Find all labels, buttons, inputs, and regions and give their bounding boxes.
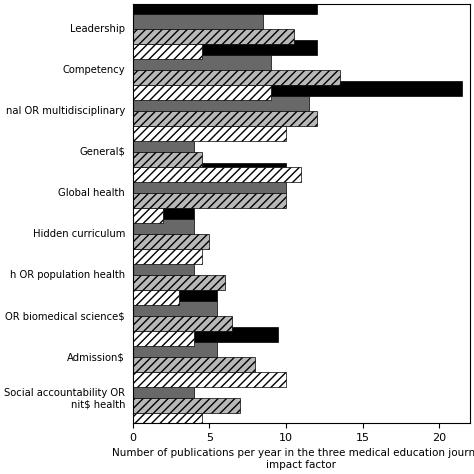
- Bar: [133, 0, 317, 14]
- Bar: [133, 357, 255, 372]
- Bar: [133, 44, 202, 59]
- Bar: [133, 122, 232, 137]
- Bar: [133, 126, 286, 141]
- Bar: [133, 245, 164, 260]
- Bar: [133, 398, 240, 413]
- Bar: [133, 413, 202, 428]
- Bar: [133, 234, 210, 249]
- Bar: [133, 167, 301, 182]
- Bar: [133, 219, 194, 234]
- Bar: [133, 163, 286, 178]
- Bar: [133, 40, 317, 55]
- Bar: [133, 14, 263, 29]
- Bar: [133, 275, 225, 290]
- Bar: [133, 368, 164, 383]
- Bar: [133, 342, 217, 357]
- Bar: [133, 178, 286, 193]
- Bar: [133, 260, 194, 275]
- Bar: [133, 383, 194, 398]
- Bar: [133, 290, 179, 305]
- Bar: [133, 55, 271, 70]
- Bar: [133, 249, 202, 264]
- Bar: [133, 85, 271, 100]
- X-axis label: Number of publications per year in the three medical education journals
impact f: Number of publications per year in the t…: [112, 448, 474, 470]
- Bar: [133, 137, 194, 152]
- Bar: [133, 372, 286, 387]
- Bar: [133, 208, 164, 223]
- Bar: [133, 286, 217, 301]
- Bar: [133, 316, 232, 331]
- Bar: [133, 301, 217, 316]
- Bar: [133, 111, 317, 126]
- Bar: [133, 331, 194, 346]
- Bar: [133, 70, 339, 85]
- Bar: [133, 328, 278, 342]
- Bar: [133, 204, 194, 219]
- Bar: [133, 152, 202, 167]
- Bar: [133, 29, 294, 44]
- Bar: [133, 96, 309, 111]
- Bar: [133, 81, 462, 96]
- Bar: [133, 193, 286, 208]
